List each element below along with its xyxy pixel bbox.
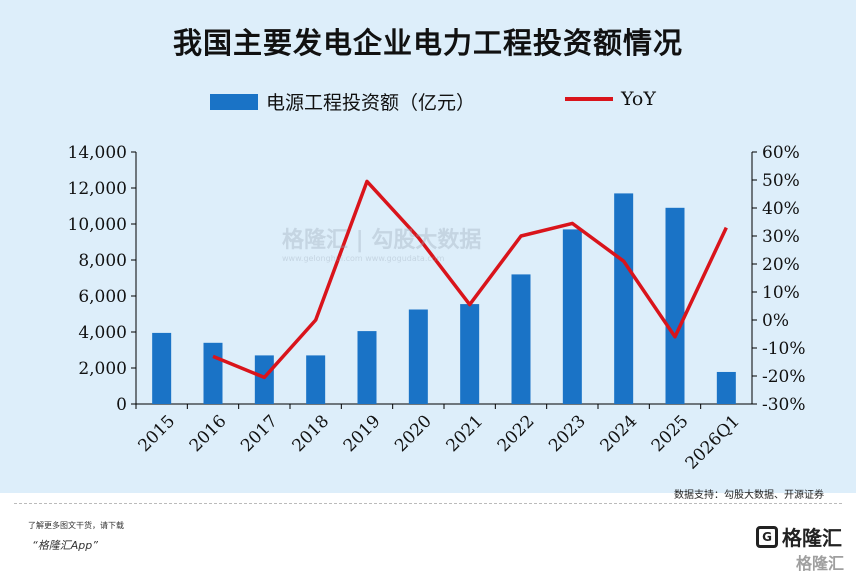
y2-tick-label: 10% (762, 283, 800, 303)
y2-tick-label: 0% (762, 311, 789, 331)
y-tick-label: 10,000 (68, 215, 127, 235)
x-tick-label: 2016 (186, 411, 231, 456)
bar (203, 342, 223, 404)
x-tick-label: 2023 (545, 411, 590, 456)
y-tick-label: 12,000 (68, 179, 127, 199)
footer-logo: G 格隆汇 (756, 522, 842, 551)
bar (306, 355, 326, 404)
y-tick-label: 6,000 (78, 287, 127, 307)
chart-svg: 0 2,000 4,000 6,000 8,000 10,000 12,000 14,000 -… (68, 143, 806, 474)
bar (511, 274, 531, 404)
legend-line-label: YoY (621, 88, 656, 110)
bar (716, 371, 736, 404)
x-tick-label: 2021 (442, 411, 487, 456)
y2-tick-label: 30% (762, 227, 800, 247)
footer-logo-text: 格隆汇 (782, 526, 842, 550)
x-tick-label: 2026Q1 (682, 411, 744, 473)
y-tick-label: 8,000 (78, 251, 127, 271)
y2-tick-label: 60% (762, 143, 800, 163)
x-tick-label: 2019 (340, 411, 385, 456)
legend-bar-label: 电源工程投资额（亿元） (266, 92, 476, 114)
y-tick-label: 14,000 (68, 143, 127, 163)
y2-tick-label: 20% (762, 255, 800, 275)
x-tick-label: 2024 (596, 411, 641, 456)
legend-bar-entry: 电源工程投资额（亿元） (210, 88, 475, 115)
y-tick-label: 2,000 (78, 359, 127, 379)
footer-logo-faded: 格隆汇 (795, 554, 844, 573)
y2-tick-label: -20% (762, 367, 806, 387)
bar (254, 355, 274, 404)
footer-app-name: “格隆汇App” (32, 539, 98, 552)
bar (408, 309, 428, 404)
bar (357, 331, 377, 404)
x-tick-label: 2022 (494, 411, 539, 456)
legend-line-entry: YoY (565, 88, 656, 110)
bar (152, 332, 172, 404)
x-tick-label: 2025 (648, 411, 693, 456)
chart-title: 我国主要发电企业电力工程投资额情况 (172, 26, 683, 60)
footer-note: 了解更多图文干货，请下载 (28, 521, 124, 530)
x-tick-label: 2017 (237, 411, 282, 456)
bar (614, 193, 634, 404)
legend-bar-swatch (210, 93, 258, 110)
y-tick-label: 0 (116, 395, 127, 415)
y2-tick-label: -30% (762, 395, 806, 415)
chart-panel (0, 0, 856, 493)
x-tick-label: 2018 (288, 411, 333, 456)
bar (562, 229, 582, 404)
source-text: 数据支持：勾股大数据、开源证券 (674, 490, 824, 501)
divider (14, 503, 842, 504)
watermark: 格隆汇 | 勾股大数据 www.gelonghui.com www.goguda… (282, 222, 481, 263)
x-tick-label: 2015 (134, 411, 179, 456)
y2-tick-label: 40% (762, 199, 800, 219)
y2-tick-label: -10% (762, 339, 806, 359)
yoy-line (212, 179, 728, 380)
watermark-main: 格隆汇 | 勾股大数据 (282, 228, 482, 253)
watermark-sub: www.gelonghui.com www.gogudata.com (282, 254, 445, 263)
y-tick-label: 4,000 (78, 323, 127, 343)
legend-line-swatch (565, 97, 613, 101)
bar (665, 207, 685, 404)
bar (460, 304, 480, 404)
y2-tick-label: 50% (762, 171, 800, 191)
logo-g-icon: G (756, 525, 778, 548)
x-tick-label: 2020 (391, 411, 436, 456)
